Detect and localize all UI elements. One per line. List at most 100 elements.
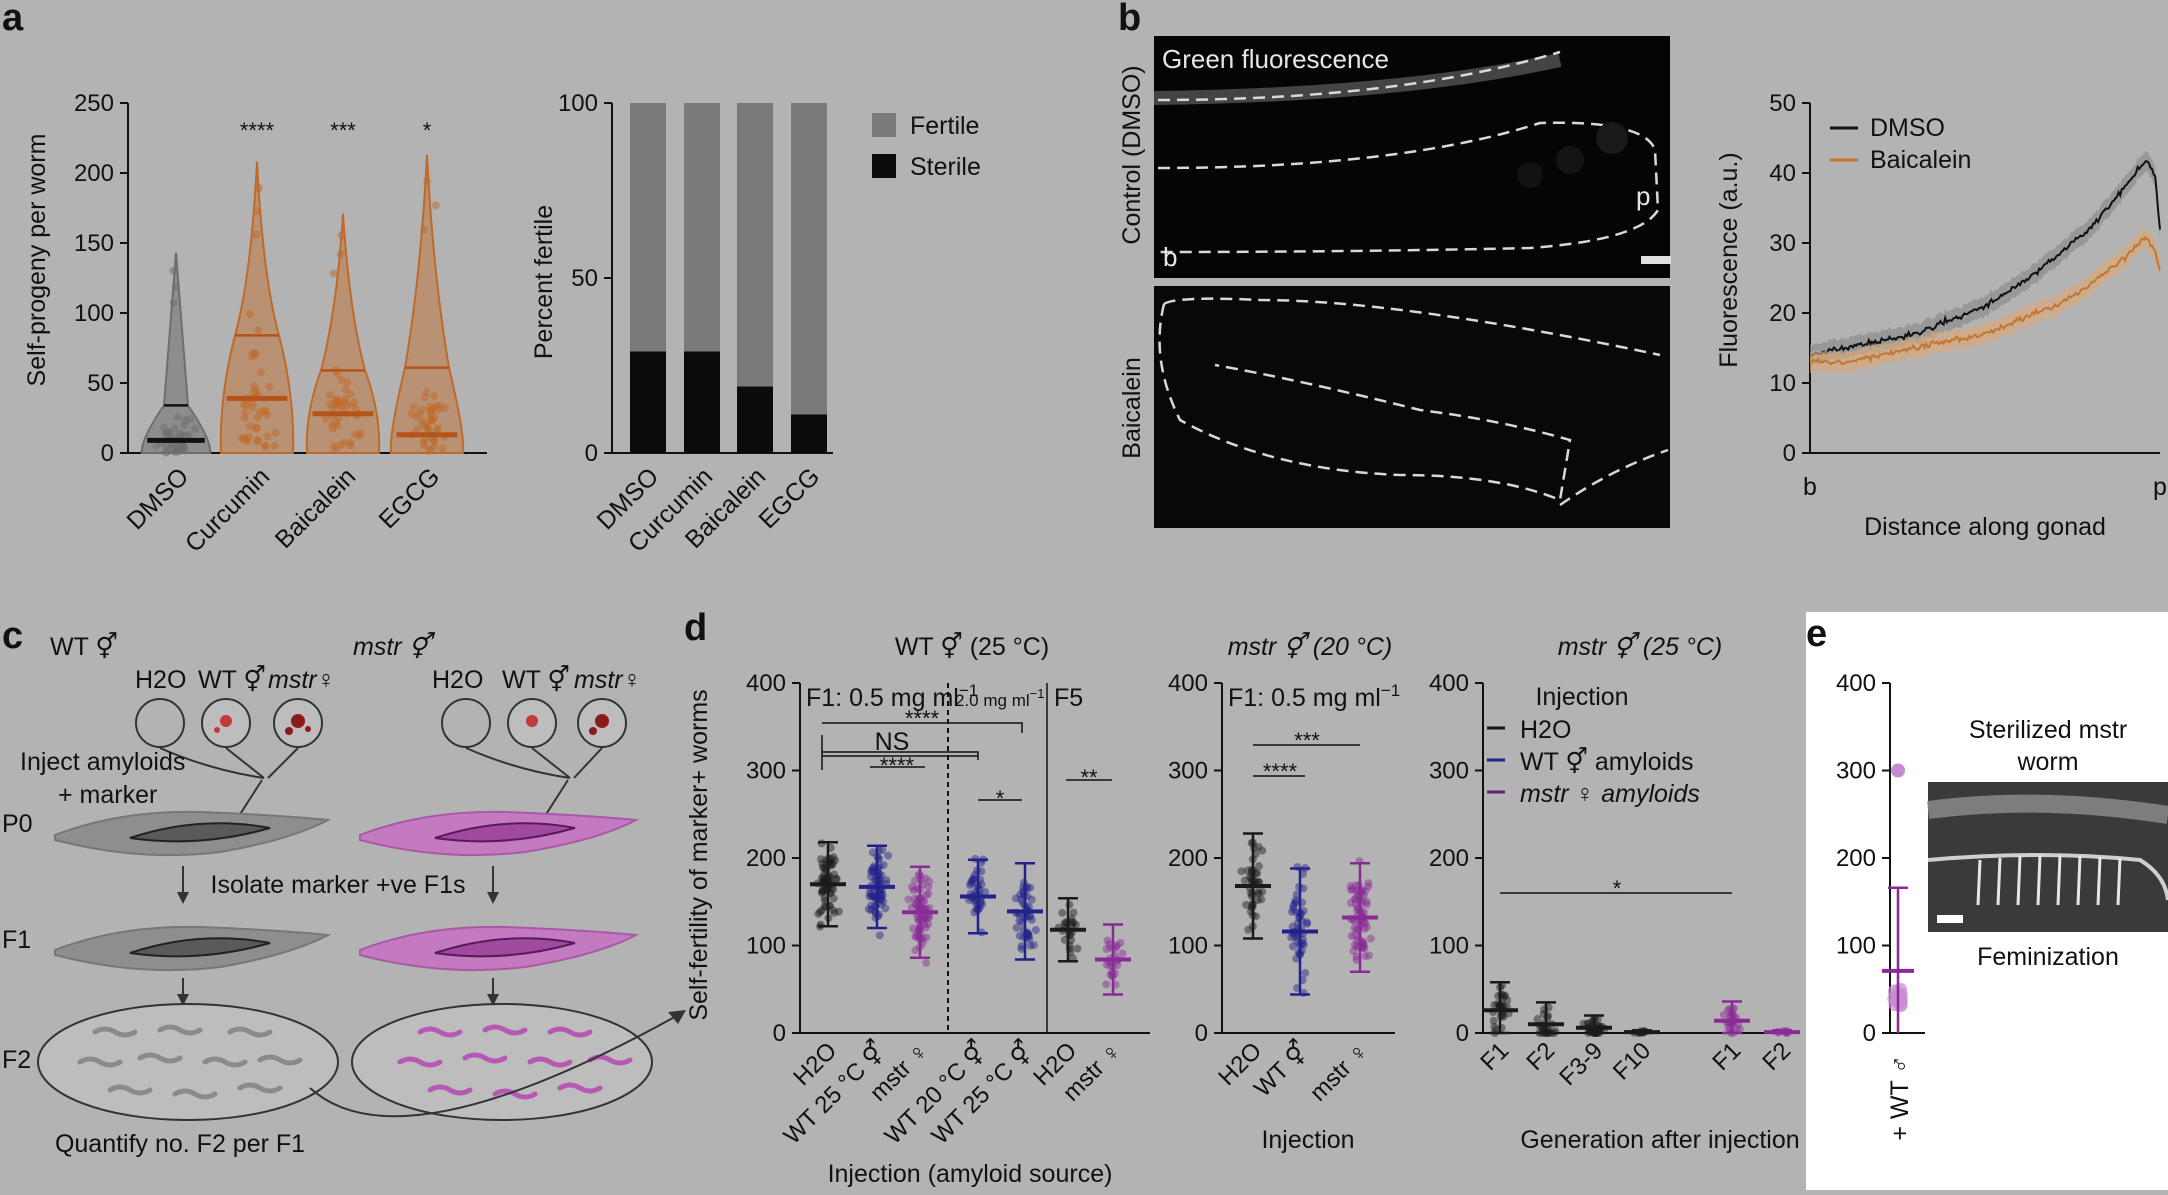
data-point xyxy=(1105,940,1114,949)
legend-swatch-fertile xyxy=(872,113,896,137)
violin-point xyxy=(407,410,416,419)
data-point xyxy=(819,870,828,879)
d-mstr20-sig-0: *** xyxy=(1294,728,1320,753)
violin-point xyxy=(161,448,170,457)
data-point xyxy=(1359,941,1368,950)
data-point xyxy=(1351,900,1360,909)
data-point xyxy=(921,923,930,932)
violin-point xyxy=(419,225,428,234)
data-point xyxy=(1892,989,1907,1004)
data-point xyxy=(817,873,826,882)
bar-sterile-Baicalein xyxy=(737,386,773,453)
data-point xyxy=(1073,944,1082,953)
a-stacked-chart: Percent fertile 0 50 100 DMSOCurcuminBaica… xyxy=(530,90,981,558)
data-point xyxy=(1027,895,1036,904)
data-point xyxy=(1253,888,1262,897)
data-point xyxy=(1240,876,1249,885)
data-point xyxy=(1492,1025,1501,1034)
data-point xyxy=(910,894,919,903)
data-point xyxy=(1346,882,1355,891)
violin-significance: *** xyxy=(330,118,356,143)
d-wt-chart: WT ⚥ (25 °C) Self-fertility of marker+ w… xyxy=(685,632,1150,1188)
d-legend-wt: WT ⚥ amyloids xyxy=(1520,747,1694,776)
c-well-mstr-left: mstr♀ xyxy=(268,666,335,694)
ytick-label: 100 xyxy=(1168,933,1208,960)
d-wt-title: WT ⚥ (25 °C) xyxy=(895,632,1049,661)
data-point xyxy=(877,900,886,909)
data-point xyxy=(828,906,837,915)
violin-point xyxy=(423,177,432,186)
d-section-2mg: 2.0 mg ml−1 xyxy=(955,686,1044,710)
b-line-chart: Fluorescence (a.u.) 0 10 20 30 40 50 b p Dist… xyxy=(1715,90,2167,541)
a-stacked-bars xyxy=(630,103,827,453)
e-scatter-chart: 0 100 200 300 400 + WT ♂ xyxy=(1836,670,1925,1141)
data-point xyxy=(878,846,887,855)
data-point xyxy=(1499,1012,1508,1021)
b-line-yticks: 0 10 20 30 40 50 xyxy=(1769,90,1810,467)
ytick-label: 0 xyxy=(1195,1020,1208,1047)
data-point xyxy=(1301,968,1310,977)
data-point xyxy=(909,886,918,895)
data-point xyxy=(1237,867,1246,876)
violin-point xyxy=(256,368,265,377)
data-point xyxy=(1724,1024,1733,1033)
violin-point xyxy=(438,444,447,453)
ytick-label: 400 xyxy=(1836,670,1876,697)
a-stacked-yticks: 0 50 100 xyxy=(558,90,612,467)
d-wt-xlabel: Injection (amyloid source) xyxy=(828,1160,1113,1188)
ytick-label: 100 xyxy=(746,933,786,960)
data-point xyxy=(1352,925,1361,934)
data-point xyxy=(1069,918,1078,927)
row-label-dmso: Control (DMSO) xyxy=(1118,65,1146,244)
violin-point xyxy=(253,437,262,446)
violin-point xyxy=(270,441,279,450)
data-point xyxy=(1015,916,1024,925)
data-point xyxy=(1360,918,1369,927)
d-mstr25-xlabel: Generation after injection xyxy=(1520,1126,1799,1154)
data-point xyxy=(922,958,931,967)
data-point xyxy=(1112,941,1121,950)
data-point xyxy=(818,859,827,868)
ytick-label: 30 xyxy=(1769,230,1796,257)
d-wt-sig-2: **** xyxy=(880,753,915,778)
violin-point xyxy=(413,425,422,434)
legend-swatch-sterile xyxy=(872,154,896,178)
e-image: Sterilized mstr worm Feminization xyxy=(1926,716,2168,971)
data-point xyxy=(1346,898,1355,907)
data-point xyxy=(1254,862,1263,871)
bar-fertile-EGCG xyxy=(791,103,827,415)
data-point xyxy=(868,892,877,901)
b-line-ylabel: Fluorescence (a.u.) xyxy=(1715,152,1743,367)
bar-sterile-DMSO xyxy=(630,351,666,453)
e-title-line1: Sterilized mstr xyxy=(1969,716,2127,744)
data-point xyxy=(977,880,986,889)
violin-point xyxy=(243,437,252,446)
ytick-label: 300 xyxy=(1836,758,1876,785)
violin-point xyxy=(265,382,274,391)
violin-point xyxy=(161,430,170,439)
ytick-label: 200 xyxy=(74,160,114,187)
violin-significance: * xyxy=(423,118,432,143)
legend-label-fertile: Fertile xyxy=(910,112,979,140)
data-point xyxy=(907,883,916,892)
data-point xyxy=(1579,1019,1588,1028)
data-point xyxy=(876,889,885,898)
data-point xyxy=(1287,933,1296,942)
c-inject-line1: Inject amyloids xyxy=(20,748,185,776)
c-row-f2: F2 xyxy=(2,1046,31,1074)
violin-point xyxy=(420,393,429,402)
data-point xyxy=(921,874,930,883)
d-mstr20-points xyxy=(1235,832,1378,997)
data-point xyxy=(1732,1024,1741,1033)
violin-point xyxy=(427,407,436,416)
data-point xyxy=(1069,908,1078,917)
data-point xyxy=(1024,902,1033,911)
data-point xyxy=(977,900,986,909)
data-point xyxy=(1501,991,1510,1000)
ytick-label: 300 xyxy=(746,758,786,785)
violin-point xyxy=(191,425,200,434)
